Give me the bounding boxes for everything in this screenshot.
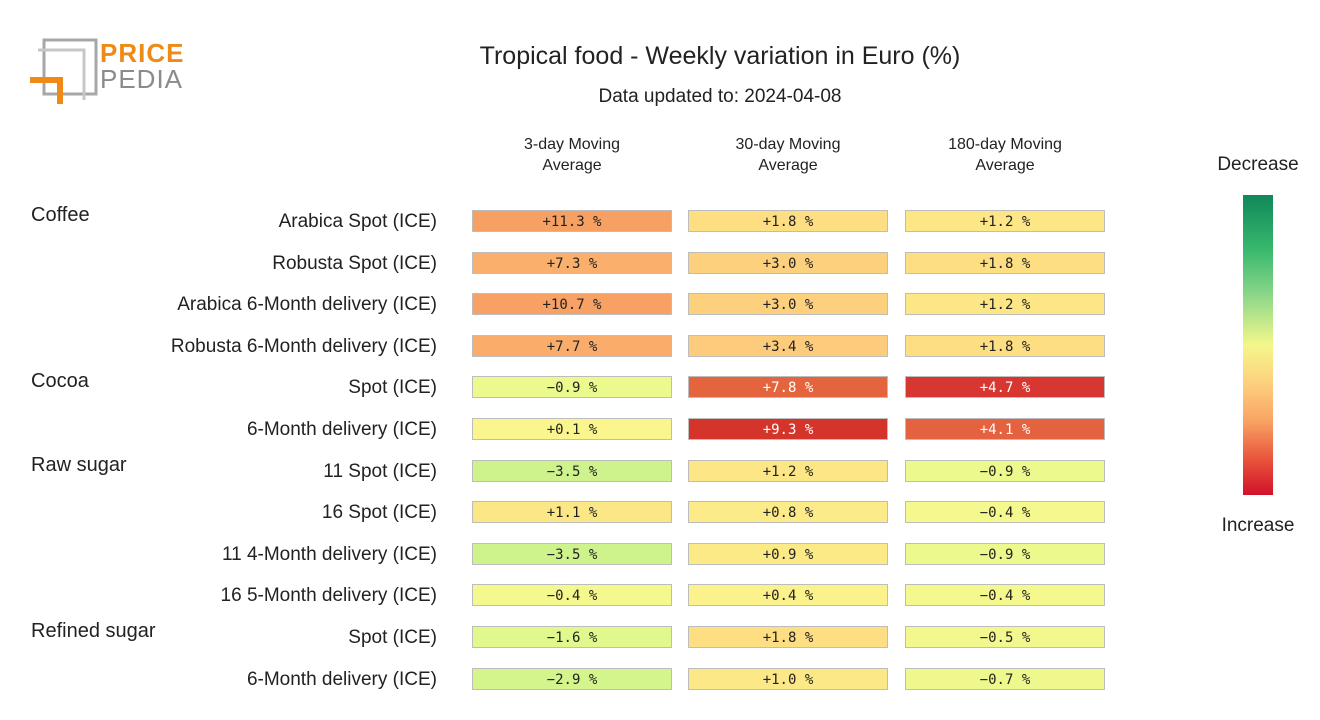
column-header-line: 180-day Moving [948,136,1062,153]
heatmap-cell: +3.0 % [688,251,888,274]
column-header-line: Average [542,157,602,174]
heatmap-cell: +1.2 % [905,293,1105,316]
heatmap-cell: −1.6 % [472,626,672,648]
heatmap-cell: +1.8 % [905,334,1105,357]
chart-subtitle: Data updated to: 2024-04-08 [598,86,842,107]
group-label: Cocoa [31,370,89,393]
heatmap-cell: −0.4 % [905,584,1105,607]
column-header: 180-day Moving Average [905,134,1105,176]
row-label: 11 Spot (ICE) [323,460,437,482]
column-header-line: 30-day Moving [735,136,841,153]
heatmap-cell: +1.2 % [688,459,888,482]
heatmap-cell: +0.8 % [688,501,888,524]
heatmap-cell: +1.8 % [688,210,888,232]
heatmap-cell: +0.1 % [472,418,672,440]
heatmap-cell: +10.7 % [472,293,672,316]
heatmap-cell: +1.1 % [472,501,672,524]
row-label: Arabica Spot (ICE) [278,211,437,232]
row-label: Robusta 6-Month delivery (ICE) [170,335,437,357]
heatmap-cell: −0.9 % [905,542,1105,565]
heatmap-cell: −0.5 % [905,626,1105,648]
row-label: Spot (ICE) [348,627,437,648]
row-label: 6-Month delivery (ICE) [246,419,437,440]
heatmap-cell: +11.3 % [472,210,672,232]
heatmap-cell: +1.2 % [905,210,1105,232]
heatmap-cell: −3.5 % [472,459,672,482]
row-label: 16 5-Month delivery (ICE) [220,585,437,607]
row-label: 11 4-Month delivery (ICE) [221,543,437,565]
scale-label-increase: Increase [1221,515,1295,536]
heatmap-cell: −0.9 % [472,376,672,399]
heatmap-cell: +7.8 % [688,376,888,399]
heatmap-cell: +3.0 % [688,293,888,316]
column-header-line: 3-day Moving [523,136,621,153]
row-label: Robusta Spot (ICE) [272,252,437,274]
column-header-line: Average [975,157,1035,174]
column-header: 30-day Moving Average [688,134,888,176]
heatmap-cell: +3.4 % [688,334,888,357]
logo-text-price: PRICE [100,38,185,68]
logo-text-pedia: PEDIA [100,64,184,94]
pricepedia-logo: PRICE PEDIA [30,38,190,110]
heatmap-cell: −0.4 % [905,501,1105,524]
group-label: Refined sugar [31,620,156,642]
row-label: Spot (ICE) [348,377,437,399]
heatmap-cell: +4.1 % [905,418,1105,440]
heatmap-cell: +0.9 % [688,542,888,565]
heatmap-cell: −0.4 % [472,584,672,607]
row-label: Arabica 6-Month delivery (ICE) [177,294,437,316]
heatmap-cell: −0.7 % [905,667,1105,690]
column-header-line: Average [758,157,818,174]
heatmap-cell: +1.8 % [688,626,888,648]
heatmap-cell: +7.3 % [472,251,672,274]
group-label: Coffee [31,204,90,226]
heatmap-cell: −0.9 % [905,459,1105,482]
group-label: Raw sugar [31,453,127,476]
heatmap-cell: +7.7 % [472,334,672,357]
heatmap-cell: +1.0 % [688,667,888,690]
color-scale-bar [1243,195,1273,495]
heatmap-cell: +0.4 % [688,584,888,607]
chart-title: Tropical food - Weekly variation in Euro… [479,42,961,70]
heatmap-cell: +9.3 % [688,418,888,440]
logo-mark-icon [30,38,98,104]
heatmap-cell: −3.5 % [472,542,672,565]
row-label: 16 Spot (ICE) [321,502,437,524]
row-label: 6-Month delivery (ICE) [246,668,437,690]
scale-label-decrease: Decrease [1217,154,1299,175]
heatmap-cell: +1.8 % [905,251,1105,274]
column-header: 3-day Moving Average [472,134,672,176]
heatmap-cell: −2.9 % [472,667,672,690]
heatmap-cell: +4.7 % [905,376,1105,399]
